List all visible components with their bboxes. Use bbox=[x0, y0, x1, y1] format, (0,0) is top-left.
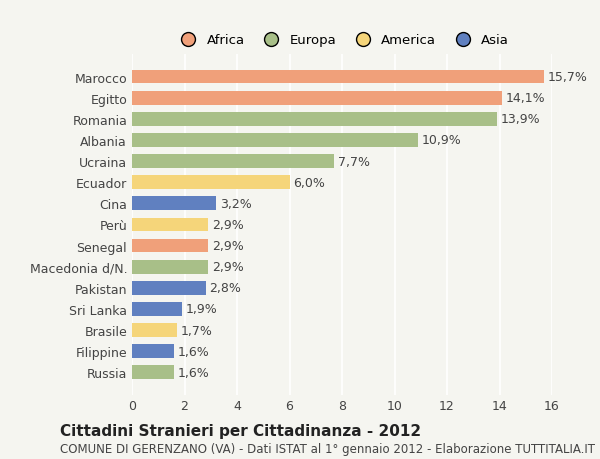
Bar bbox=[132, 197, 216, 211]
Bar bbox=[132, 134, 418, 147]
Text: 7,7%: 7,7% bbox=[338, 155, 370, 168]
Text: 15,7%: 15,7% bbox=[548, 71, 588, 84]
Bar bbox=[132, 176, 290, 190]
Text: 10,9%: 10,9% bbox=[422, 134, 462, 147]
Bar bbox=[132, 71, 544, 84]
Bar bbox=[132, 324, 176, 337]
Text: Cittadini Stranieri per Cittadinanza - 2012: Cittadini Stranieri per Cittadinanza - 2… bbox=[60, 423, 421, 438]
Bar bbox=[132, 155, 334, 168]
Bar bbox=[132, 302, 182, 316]
Text: 1,6%: 1,6% bbox=[178, 366, 209, 379]
Bar bbox=[132, 345, 174, 358]
Text: 14,1%: 14,1% bbox=[506, 92, 545, 105]
Bar bbox=[132, 260, 208, 274]
Bar bbox=[132, 366, 174, 379]
Bar bbox=[132, 92, 502, 105]
Text: 1,9%: 1,9% bbox=[186, 303, 218, 316]
Bar bbox=[132, 218, 208, 232]
Text: 2,9%: 2,9% bbox=[212, 261, 244, 274]
Text: 6,0%: 6,0% bbox=[293, 176, 325, 189]
Text: 1,7%: 1,7% bbox=[181, 324, 212, 337]
Text: 2,9%: 2,9% bbox=[212, 218, 244, 231]
Text: 1,6%: 1,6% bbox=[178, 345, 209, 358]
Text: 13,9%: 13,9% bbox=[501, 113, 541, 126]
Bar bbox=[132, 112, 497, 126]
Text: 3,2%: 3,2% bbox=[220, 197, 251, 210]
Legend: Africa, Europa, America, Asia: Africa, Europa, America, Asia bbox=[169, 28, 515, 54]
Text: 2,8%: 2,8% bbox=[209, 282, 241, 295]
Text: 2,9%: 2,9% bbox=[212, 240, 244, 252]
Text: COMUNE DI GERENZANO (VA) - Dati ISTAT al 1° gennaio 2012 - Elaborazione TUTTITAL: COMUNE DI GERENZANO (VA) - Dati ISTAT al… bbox=[60, 442, 595, 455]
Bar bbox=[132, 239, 208, 253]
Bar bbox=[132, 281, 205, 295]
